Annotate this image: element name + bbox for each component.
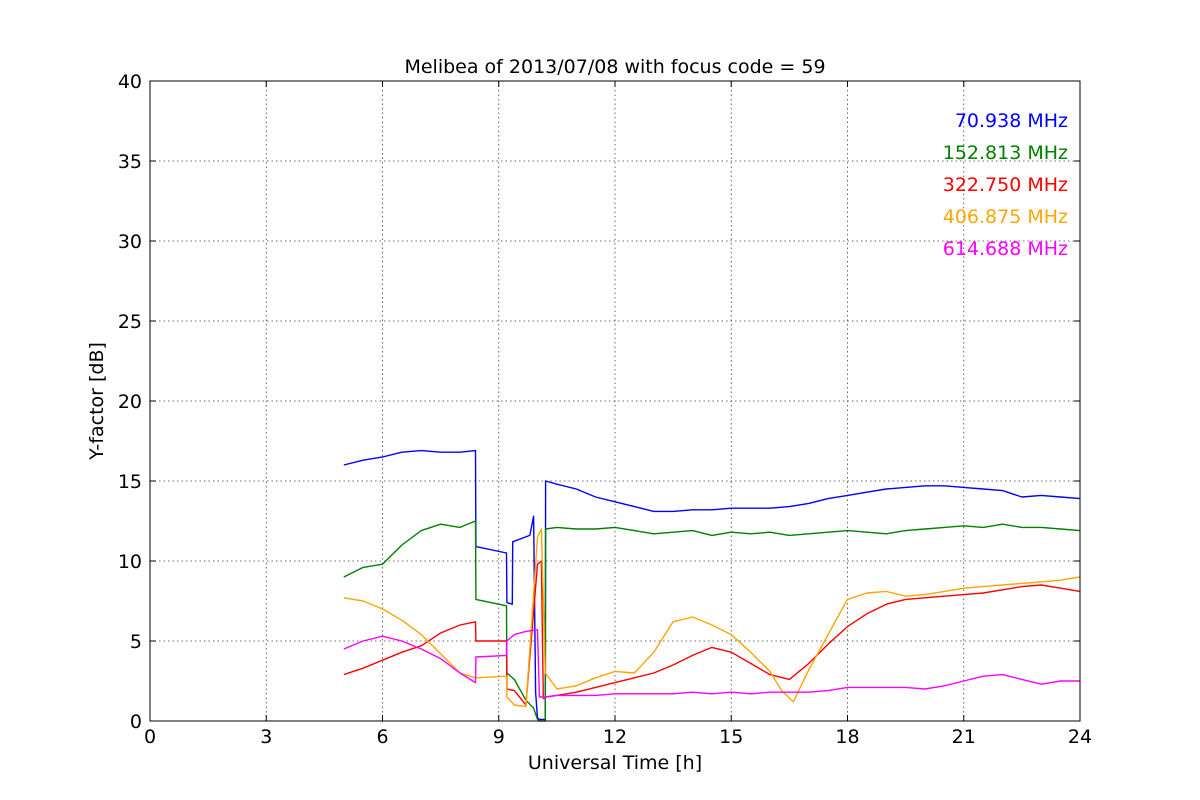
x-axis-label: Universal Time [h]	[528, 752, 702, 774]
y-tick-label: 0	[130, 711, 142, 733]
legend-entry-406-875-mhz: 406.875 MHz	[943, 206, 1068, 228]
series-group	[343, 449, 1081, 722]
y-axis-label: Y-factor [dB]	[86, 342, 108, 461]
y-tick-label: 35	[118, 151, 142, 173]
legend: 70.938 MHz 152.813 MHz 322.750 MHz 406.875 …	[943, 110, 1068, 260]
y-tick-label: 5	[130, 631, 142, 653]
series-line-614-688-mhz	[343, 629, 1080, 698]
y-tick-label: 25	[118, 311, 142, 333]
grid-lines	[150, 81, 1080, 721]
y-tick-label: 30	[118, 231, 142, 253]
x-tick-label: 0	[144, 726, 156, 748]
x-tick-label: 9	[493, 726, 505, 748]
x-tick-label: 21	[952, 726, 976, 748]
series-line-322-750-mhz	[343, 560, 1081, 706]
legend-entry-614-688-mhz: 614.688 MHz	[943, 238, 1068, 260]
y-tick-label: 10	[118, 551, 142, 573]
y-tick-label: 40	[118, 71, 142, 93]
chart-title: Melibea of 2013/07/08 with focus code = …	[404, 56, 825, 78]
x-tick-label: 24	[1068, 726, 1092, 748]
y-tick-label: 15	[118, 471, 142, 493]
legend-entry-70-938-mhz: 70.938 MHz	[955, 110, 1068, 132]
y-tick-label: 20	[118, 391, 142, 413]
axis-ticks: 0 3 6 9 12 15 18 21 24 0 5 10 15 20 25 30 35 40	[118, 71, 1092, 748]
x-tick-label: 18	[835, 726, 859, 748]
legend-entry-152-813-mhz: 152.813 MHz	[943, 142, 1068, 164]
x-tick-label: 3	[260, 726, 272, 748]
x-tick-label: 15	[719, 726, 743, 748]
x-tick-label: 12	[603, 726, 627, 748]
legend-entry-322-750-mhz: 322.750 MHz	[943, 174, 1068, 196]
x-tick-label: 6	[376, 726, 388, 748]
series-line-152-813-mhz	[343, 520, 1081, 722]
